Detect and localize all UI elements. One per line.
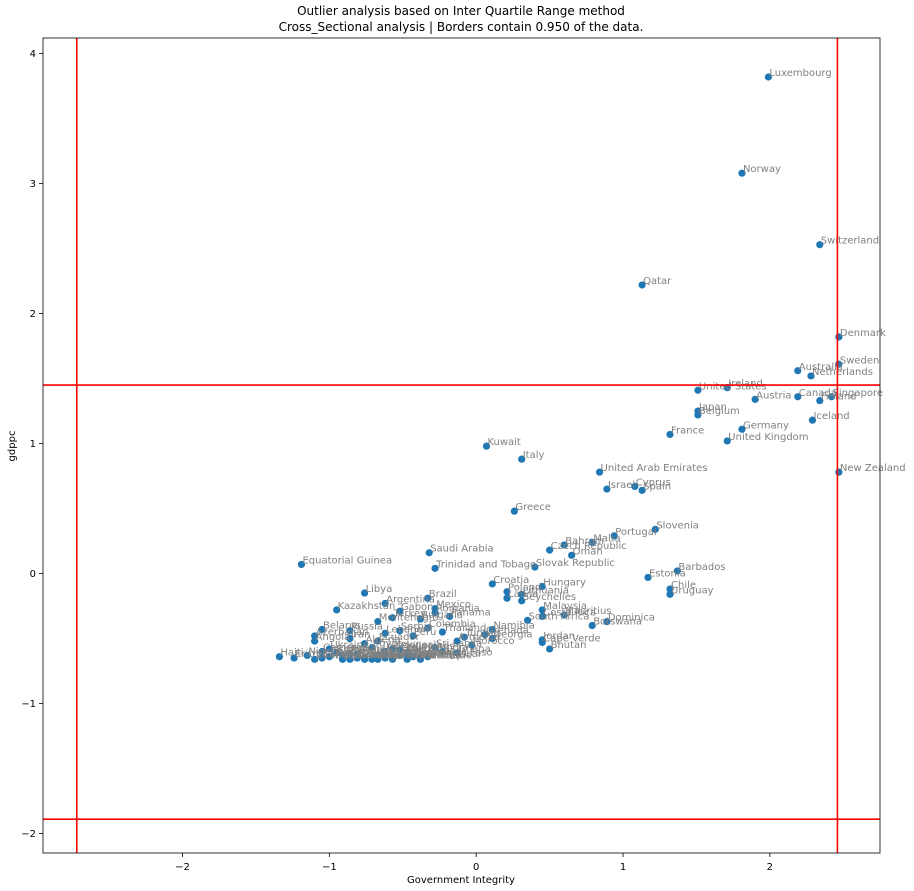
point-label: Kuwait <box>487 437 520 448</box>
point-label: Iceland <box>813 411 849 422</box>
point-label: Uruguay <box>671 585 714 596</box>
point-label: Qatar <box>643 276 672 287</box>
chart-title: Outlier analysis based on Inter Quartile… <box>297 4 625 18</box>
point-label: Netherlands <box>812 367 873 378</box>
y-tick-label: −1 <box>21 699 36 710</box>
point-label: Belgium <box>699 406 740 417</box>
x-tick-label: −1 <box>322 862 337 873</box>
point-label: Spain <box>643 481 671 492</box>
point-label: Saudi Arabia <box>430 544 493 555</box>
point-label: Equatorial Guinea <box>302 555 392 566</box>
point-label: Switzerland <box>821 236 879 247</box>
point-label: Kazakhstan <box>338 601 396 612</box>
point-label: Portugal <box>615 527 656 538</box>
point-label: Israel <box>608 480 635 491</box>
point-label: Italy <box>523 450 545 461</box>
point-label: South Africa <box>529 611 590 622</box>
point-label: Bhutan <box>551 640 587 651</box>
y-tick-label: 2 <box>30 309 36 320</box>
point-label: Greece <box>515 502 551 513</box>
point-label: Sweden <box>840 355 880 366</box>
x-tick-label: 0 <box>473 862 479 873</box>
plot-frame <box>43 38 880 853</box>
y-tick-label: 0 <box>30 569 36 580</box>
x-tick-label: 2 <box>767 862 773 873</box>
point-label: Germany <box>743 420 789 431</box>
y-tick-label: −2 <box>21 829 36 840</box>
point-label: United Arab Emirates <box>601 463 708 474</box>
x-tick-label: 1 <box>620 862 626 873</box>
point-label: Estonia <box>649 568 686 579</box>
y-tick-label: 4 <box>30 49 36 60</box>
point-label: France <box>671 425 704 436</box>
y-tick-label: 1 <box>30 439 36 450</box>
plot-area: Luxembourg Norway Switzerland Qatar Denmark S… <box>43 38 906 853</box>
point-label: Austria <box>756 390 791 401</box>
y-axis-label: gdppc <box>7 431 18 462</box>
point-label: Trinidad and Tobago <box>435 559 536 570</box>
point-label: Rwanda <box>421 650 461 661</box>
x-axis: −2 −1 0 1 2 <box>175 853 773 873</box>
point-label: Luxembourg <box>769 68 831 79</box>
point-label: Slovenia <box>656 520 699 531</box>
chart-subtitle: Cross_Sectional analysis | Borders conta… <box>279 20 644 34</box>
point-label: Libya <box>366 584 393 595</box>
point-label: Botswana <box>593 617 642 628</box>
point-label: New Zealand <box>840 463 906 474</box>
y-tick-label: 3 <box>30 179 36 190</box>
x-tick-label: −2 <box>175 862 190 873</box>
point-label: Oman <box>573 546 603 557</box>
point-label: Liberia <box>351 650 385 661</box>
point-label: Norway <box>743 164 781 175</box>
point-label: Turkey <box>392 609 426 620</box>
point-label: Panama <box>451 607 491 618</box>
point-label: Denmark <box>840 328 886 339</box>
point-label: United Kingdom <box>728 432 808 443</box>
y-axis: −2 −1 0 1 2 3 4 <box>21 49 43 840</box>
point-label: Finland <box>821 392 857 403</box>
point-label: Peru <box>414 627 436 638</box>
x-axis-label: Government Integrity <box>407 875 515 886</box>
point-label: Slovak Republic <box>536 558 615 569</box>
